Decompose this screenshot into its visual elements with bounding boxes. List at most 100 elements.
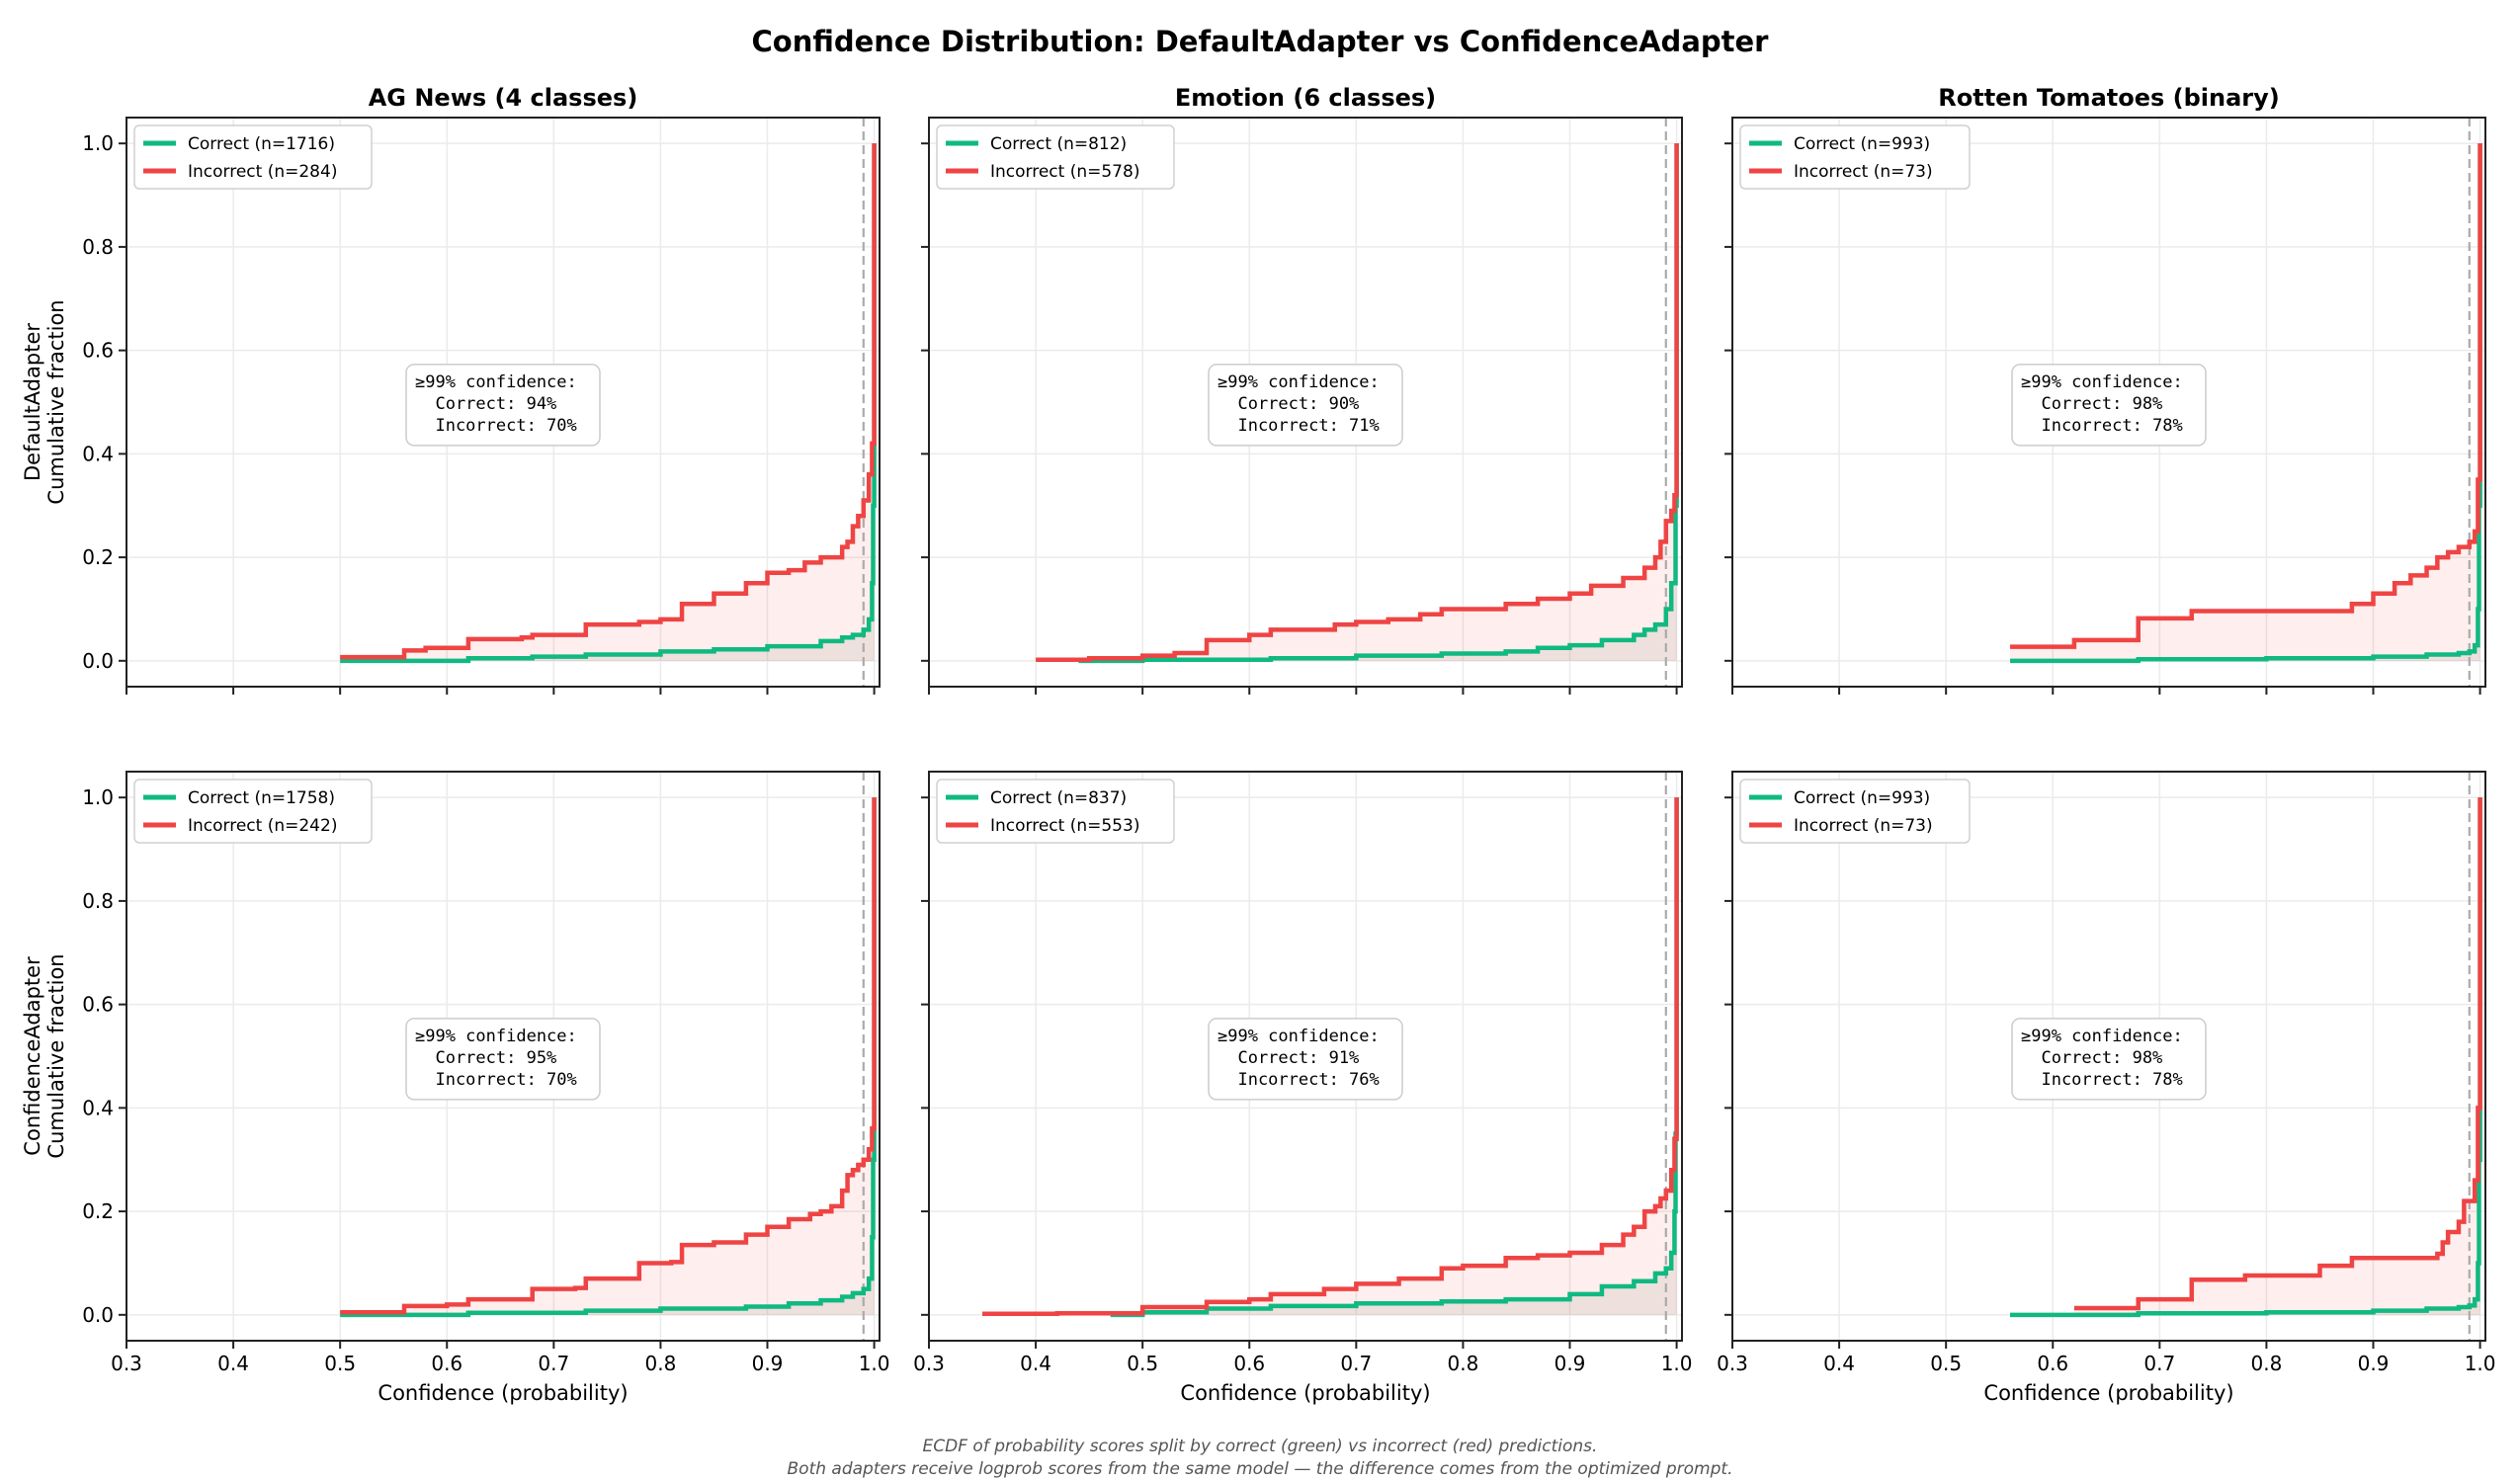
annotation-line: ≥99% confidence: bbox=[1218, 1027, 1380, 1046]
annotation-line: Incorrect: 70% bbox=[415, 1070, 577, 1090]
legend: Correct (n=1716) Incorrect (n=284) bbox=[133, 124, 373, 190]
x-axis-label: Confidence (probability) bbox=[1983, 1381, 2233, 1405]
plot-area bbox=[982, 772, 1679, 1341]
annotation-box bbox=[405, 1018, 601, 1101]
incorrect-fill-area bbox=[2073, 797, 2480, 1315]
x-tick-label: 0.3 bbox=[913, 1352, 945, 1375]
confidence-annotation: ≥99% confidence: Correct: 94% Incorrect:… bbox=[405, 364, 601, 447]
x-axis-label: Confidence (probability) bbox=[1180, 1381, 1430, 1405]
incorrect-fill-area bbox=[340, 143, 875, 661]
x-tick-label: 0.6 bbox=[1233, 1352, 1265, 1375]
confidence-annotation: ≥99% confidence: Correct: 90% Incorrect:… bbox=[1208, 364, 1403, 447]
x-tick-label: 0.3 bbox=[111, 1352, 142, 1375]
legend: Correct (n=812) Incorrect (n=578) bbox=[936, 124, 1175, 190]
subplot-1-1: 0.3 0.4 0.5 0.6 0.7 0.8 0.9 1.0 Confidence (prob… bbox=[913, 771, 1693, 1405]
y-tick-label: 0.8 bbox=[82, 889, 114, 913]
annotation-line: Correct: 91% bbox=[1218, 1048, 1359, 1068]
axes-frame bbox=[126, 117, 881, 688]
incorrect-ecdf-line bbox=[2073, 797, 2482, 1311]
legend-label-correct: Correct (n=993) bbox=[1794, 788, 1930, 808]
subplot-title: Emotion (6 classes) bbox=[1175, 84, 1436, 112]
y-axis-label: Cumulative fraction bbox=[44, 953, 68, 1158]
incorrect-ecdf-line bbox=[982, 797, 1679, 1317]
y-axis-label: DefaultAdapter bbox=[21, 323, 44, 481]
confidence-annotation: ≥99% confidence: Correct: 98% Incorrect:… bbox=[2011, 364, 2207, 447]
subplot-grid: 0.0 0.2 0.4 0.6 0.8 1.0 AG News (4 classes) Def… bbox=[21, 84, 2496, 1405]
annotation-box bbox=[405, 364, 601, 447]
y-tick-label: 0.6 bbox=[82, 993, 114, 1017]
legend-box bbox=[133, 779, 373, 844]
x-tick-label: 0.9 bbox=[752, 1352, 784, 1375]
correct-ecdf-line bbox=[2010, 797, 2482, 1318]
y-tick-label: 1.0 bbox=[82, 785, 114, 809]
annotation-line: Correct: 95% bbox=[415, 1048, 556, 1068]
plot-area bbox=[1036, 118, 1679, 687]
legend-label-correct: Correct (n=812) bbox=[990, 134, 1127, 154]
annotation-line: Incorrect: 78% bbox=[2021, 416, 2183, 436]
axes-frame bbox=[1731, 117, 2486, 688]
x-tick-label: 0.5 bbox=[1127, 1352, 1158, 1375]
x-tick-label: 0.7 bbox=[538, 1352, 569, 1375]
annotation-line: ≥99% confidence: bbox=[415, 1027, 577, 1046]
plot-area bbox=[2010, 118, 2482, 687]
legend-label-correct: Correct (n=837) bbox=[990, 788, 1127, 808]
correct-ecdf-line bbox=[340, 143, 877, 664]
incorrect-ecdf-line bbox=[340, 797, 877, 1315]
x-tick-label: 1.0 bbox=[1661, 1352, 1693, 1375]
axes-frame bbox=[928, 771, 1683, 1342]
annotation-line: Incorrect: 70% bbox=[415, 416, 577, 436]
subplot-title: Rotten Tomatoes (binary) bbox=[1938, 84, 2280, 112]
correct-ecdf-line bbox=[2010, 143, 2482, 664]
legend-label-correct: Correct (n=993) bbox=[1794, 134, 1930, 154]
legend: Correct (n=1758) Incorrect (n=242) bbox=[133, 779, 373, 844]
confidence-annotation: ≥99% confidence: Correct: 95% Incorrect:… bbox=[405, 1018, 601, 1101]
axes-frame bbox=[928, 117, 1683, 688]
y-axis-label: ConfidenceAdapter bbox=[21, 956, 44, 1156]
annotation-line: Correct: 90% bbox=[1218, 394, 1359, 414]
legend-box bbox=[1739, 124, 1971, 190]
incorrect-ecdf-line bbox=[340, 143, 877, 660]
legend-label-incorrect: Incorrect (n=242) bbox=[188, 816, 337, 836]
y-tick-label: 1.0 bbox=[82, 131, 114, 155]
subplot-title: AG News (4 classes) bbox=[369, 84, 638, 112]
annotation-box bbox=[2011, 364, 2207, 447]
legend: Correct (n=993) Incorrect (n=73) bbox=[1739, 779, 1971, 844]
legend: Correct (n=993) Incorrect (n=73) bbox=[1739, 124, 1971, 190]
annotation-line: Incorrect: 71% bbox=[1218, 416, 1380, 436]
correct-ecdf-line bbox=[1078, 143, 1679, 664]
y-tick-label: 0.2 bbox=[82, 545, 114, 569]
annotation-line: ≥99% confidence: bbox=[415, 372, 577, 392]
annotation-line: Correct: 94% bbox=[415, 394, 556, 414]
annotation-box bbox=[1208, 1018, 1403, 1101]
axes-frame bbox=[126, 771, 881, 1342]
confidence-annotation: ≥99% confidence: Correct: 91% Incorrect:… bbox=[1208, 1018, 1403, 1101]
x-tick-label: 0.3 bbox=[1717, 1352, 1748, 1375]
legend-label-incorrect: Incorrect (n=73) bbox=[1794, 816, 1933, 836]
x-tick-label: 0.4 bbox=[1823, 1352, 1855, 1375]
correct-ecdf-line bbox=[340, 797, 877, 1318]
x-tick-label: 0.6 bbox=[431, 1352, 462, 1375]
legend-label-incorrect: Incorrect (n=73) bbox=[1794, 162, 1933, 182]
annotation-line: Incorrect: 78% bbox=[2021, 1070, 2183, 1090]
plot-area bbox=[2010, 772, 2482, 1341]
annotation-box bbox=[2011, 1018, 2207, 1101]
caption-line-1: ECDF of probability scores split by corr… bbox=[923, 1437, 1598, 1456]
x-tick-label: 0.8 bbox=[645, 1352, 677, 1375]
x-tick-label: 0.8 bbox=[2251, 1352, 2283, 1375]
annotation-line: ≥99% confidence: bbox=[2021, 372, 2183, 392]
legend-label-incorrect: Incorrect (n=578) bbox=[990, 162, 1139, 182]
legend-box bbox=[936, 779, 1175, 844]
caption-line-2: Both adapters receive logprob scores fro… bbox=[788, 1459, 1733, 1479]
legend-label-incorrect: Incorrect (n=284) bbox=[188, 162, 337, 182]
legend-box bbox=[936, 124, 1175, 190]
annotation-line: Incorrect: 76% bbox=[1218, 1070, 1380, 1090]
legend: Correct (n=837) Incorrect (n=553) bbox=[936, 779, 1175, 844]
incorrect-fill-area bbox=[2010, 143, 2480, 661]
x-tick-label: 1.0 bbox=[2465, 1352, 2496, 1375]
y-tick-label: 0.0 bbox=[82, 1303, 114, 1327]
annotation-line: ≥99% confidence: bbox=[1218, 372, 1380, 392]
annotation-line: ≥99% confidence: bbox=[2021, 1027, 2183, 1046]
x-axis-label: Confidence (probability) bbox=[378, 1381, 628, 1405]
plot-area bbox=[340, 118, 877, 687]
y-tick-label: 0.2 bbox=[82, 1199, 114, 1223]
